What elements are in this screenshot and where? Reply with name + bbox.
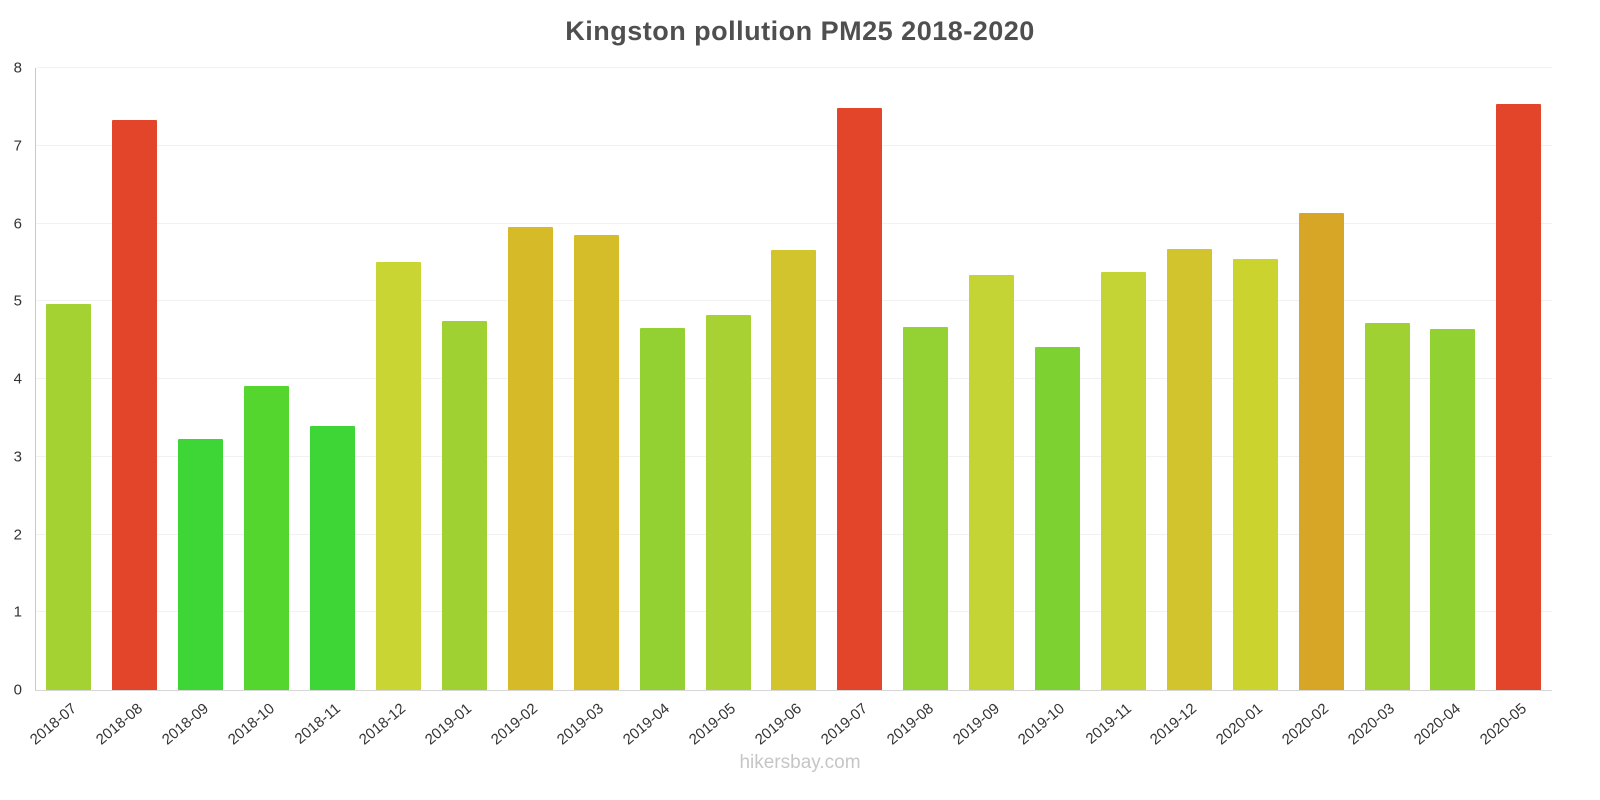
bar-2018-08 [112, 120, 158, 690]
bar-2018-11 [310, 425, 356, 690]
x-axis-tick-label: 2018-12 [356, 700, 410, 749]
bar-cell: 2019-09 [949, 68, 1025, 748]
x-axis-tick-label: 2019-07 [817, 700, 871, 749]
bar-cell: 2018-10 [224, 68, 300, 748]
x-axis-tick-label: 2019-02 [488, 700, 542, 749]
bar-cell: 2019-12 [1147, 68, 1222, 748]
y-axis-tick-label: 1 [13, 603, 22, 621]
gridline [36, 67, 1552, 68]
bar-2019-08 [903, 326, 949, 690]
x-axis-tick-label: 2020-01 [1213, 700, 1267, 749]
bar-2020-03 [1364, 323, 1410, 690]
bar-cell: 2018-08 [93, 68, 168, 748]
y-axis-tick-label: 8 [13, 59, 22, 77]
y-axis-tick-label: 6 [13, 215, 22, 232]
bar-cell: 2019-02 [488, 68, 563, 748]
bar-cell: 2019-08 [884, 68, 959, 748]
gridline [36, 222, 1552, 224]
x-axis-tick-label: 2019-12 [1147, 700, 1201, 749]
bar-cell: 2019-03 [554, 68, 629, 748]
bar-cell: 2020-04 [1411, 68, 1486, 748]
bar-cell: 2018-09 [159, 68, 234, 748]
chart-title: Kingston pollution PM25 2018-2020 [565, 16, 1035, 46]
x-axis-tick-label: 2019-04 [619, 700, 674, 749]
y-axis-tick-label: 7 [13, 137, 22, 155]
x-axis-tick-label: 2019-11 [1082, 700, 1135, 748]
x-axis-tick-label: 2018-10 [224, 700, 278, 749]
bar-cell: 2020-01 [1213, 68, 1288, 748]
y-axis-tick-label: 3 [13, 448, 22, 466]
gridline [36, 144, 1552, 146]
x-axis-tick-label: 2019-08 [883, 700, 937, 749]
bar-2019-09 [969, 274, 1015, 690]
y-axis-tick-label: 5 [13, 292, 22, 310]
plot-area: 2018-07 2018-08 2018-09 2018-10 2018-11 2018-… [27, 67, 1552, 748]
bar-2019-12 [1166, 249, 1212, 690]
bar-cell: 2019-05 [686, 68, 761, 748]
bar-cell: 2018-11 [291, 68, 366, 748]
bar-cell: 2020-05 [1477, 68, 1552, 748]
bar-2019-04 [639, 328, 685, 690]
y-axis-tick-label: 4 [13, 370, 22, 388]
x-axis-tick-label: 2019-10 [1015, 700, 1069, 749]
bar-cell: 2019-04 [620, 68, 695, 748]
bar-cell: 2020-03 [1345, 68, 1420, 748]
bar-2018-09 [178, 438, 224, 690]
bar-2019-03 [573, 235, 619, 690]
x-axis-tick-label: 2018-08 [92, 700, 146, 749]
x-axis-tick-label: 2020-03 [1344, 700, 1399, 749]
x-axis-tick-label: 2020-04 [1410, 700, 1464, 749]
bar-cell: 2018-07 [27, 68, 102, 748]
bar-2019-07 [837, 107, 883, 690]
watermark: hikersbay.com [739, 752, 861, 773]
bar-cell: 2019-06 [752, 68, 827, 748]
bar-2020-02 [1298, 212, 1344, 690]
bar-2019-10 [1035, 347, 1081, 690]
bar-2019-11 [1100, 272, 1146, 690]
x-axis-tick-label: 2019-01 [422, 700, 476, 749]
bar-2020-05 [1496, 103, 1542, 690]
bar-cell: 2019-07 [818, 68, 893, 748]
x-axis-tick-label: 2020-02 [1278, 700, 1333, 749]
y-axis-tick-label: 2 [13, 526, 22, 543]
bar-2018-10 [244, 386, 290, 690]
y-axis: 0 1 2 3 4 5 6 7 8 [0, 60, 28, 699]
x-axis-tick-label: 2019-03 [554, 700, 608, 749]
x-axis-tick-label: 2018-07 [26, 700, 80, 749]
bar-cell: 2019-10 [1015, 68, 1091, 748]
bar-cell: 2019-11 [1082, 68, 1157, 748]
bar-cell: 2019-01 [422, 68, 497, 748]
bar-2018-12 [375, 261, 421, 690]
x-axis-tick-label: 2019-09 [949, 700, 1003, 749]
bar-2020-04 [1430, 329, 1476, 690]
y-axis-tick-label: 0 [13, 681, 22, 699]
x-axis-tick-label: 2020-05 [1476, 700, 1530, 749]
bar-2019-02 [507, 226, 553, 690]
x-axis-tick-label: 2018-11 [291, 700, 344, 748]
bar-cell: 2020-02 [1279, 68, 1354, 748]
bar-2019-05 [705, 315, 751, 690]
x-axis-tick-label: 2018-09 [158, 700, 212, 749]
x-axis-tick-label: 2019-05 [685, 700, 739, 749]
bar-2020-01 [1232, 259, 1278, 690]
bar-2019-06 [771, 249, 817, 690]
x-axis-tick-label: 2019-06 [751, 700, 805, 749]
bar-2018-07 [46, 303, 92, 690]
bar-2019-01 [441, 320, 487, 690]
bar-cell: 2018-12 [356, 68, 432, 748]
bar-series: 2018-07 2018-08 2018-09 2018-10 2018-11 2018-… [27, 68, 1552, 748]
